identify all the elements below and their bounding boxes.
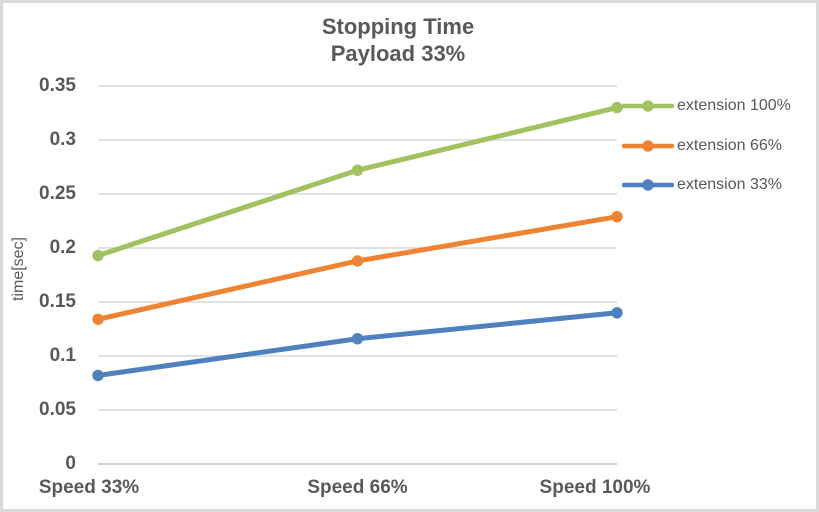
y-tick-label: 0.25 bbox=[39, 183, 76, 204]
x-category-label: Speed 100% bbox=[539, 477, 651, 498]
legend-entry: extension 33% bbox=[622, 174, 782, 196]
series-extension-33- bbox=[92, 307, 623, 382]
data-point-marker-icon bbox=[611, 101, 623, 114]
data-point-marker-icon bbox=[351, 333, 364, 345]
y-tick-label: 0.1 bbox=[49, 345, 76, 366]
legend-label: extension 33% bbox=[677, 176, 782, 193]
y-tick-label: 0.05 bbox=[39, 399, 76, 420]
x-category-label: Speed 66% bbox=[307, 477, 408, 498]
legend-entry: extension 66% bbox=[622, 135, 782, 157]
plot-area bbox=[92, 85, 623, 465]
legend-label: extension 100% bbox=[677, 97, 791, 114]
y-tick-label: 0.15 bbox=[39, 291, 76, 312]
data-point-marker-icon bbox=[92, 369, 104, 382]
y-tick-label: 0 bbox=[65, 453, 76, 474]
y-tick-label: 0.35 bbox=[39, 75, 76, 96]
y-tick-label: 0.2 bbox=[49, 237, 76, 258]
legend-line-marker-icon bbox=[622, 139, 674, 152]
data-point-marker-icon bbox=[351, 164, 364, 176]
x-category-label: Speed 33% bbox=[38, 477, 140, 498]
legend-label: extension 66% bbox=[677, 136, 782, 154]
legend-line-marker-icon bbox=[622, 100, 674, 112]
data-point-marker-icon bbox=[92, 313, 104, 325]
data-point-marker-icon bbox=[611, 307, 623, 319]
data-point-marker-icon bbox=[92, 249, 104, 262]
series-extension-100- bbox=[92, 101, 623, 262]
legend-entry: extension 100% bbox=[622, 95, 791, 117]
legend-line-marker-icon bbox=[622, 179, 674, 191]
data-point-marker-icon bbox=[351, 255, 364, 267]
gridlines bbox=[98, 85, 617, 411]
y-tick-label: 0.3 bbox=[49, 129, 76, 150]
series-extension-66- bbox=[92, 210, 623, 325]
data-point-marker-icon bbox=[611, 210, 623, 223]
y-axis-title: time[sec] bbox=[10, 236, 27, 302]
